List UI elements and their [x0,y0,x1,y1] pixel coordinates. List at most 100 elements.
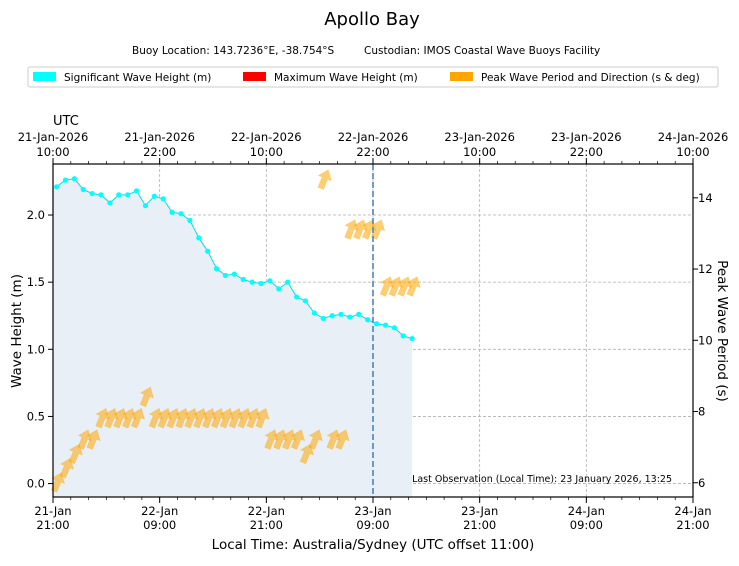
bottom-tick-date: 24-Jan [674,504,711,518]
peak-period-arrows [50,169,421,493]
wave-height-point [249,279,255,285]
wave-height-point [311,310,317,316]
bottom-tick-date: 21-Jan [34,504,71,518]
legend-swatch-tp [450,72,473,81]
left-axis: 0.0 0.5 1.0 1.5 2.0 [27,208,53,491]
top-tick-time: 10:00 [250,145,283,159]
y-tick-label: 1.5 [27,275,45,289]
peak-period-arrow [130,408,146,429]
last-observation-note: Last Observation (Local Time): 23 Januar… [412,474,672,485]
wave-height-point [142,203,149,209]
y-tick-label: 0.0 [27,477,45,491]
wave-height-point [285,279,291,285]
top-tick-date: 21-Jan-2026 [124,130,195,144]
legend: Significant Wave Height (m) Maximum Wave… [27,66,719,88]
wave-height-point [80,186,86,193]
wave-height-point [160,196,166,202]
peak-period-arrow [406,276,421,297]
peak-period-arrow [370,219,386,240]
y-axis-label: Wave Height (m) [9,274,25,388]
wave-height-point [267,278,273,284]
wave-height-point [409,335,415,342]
peak-period-arrow [299,443,314,465]
wave-height-point [276,286,282,292]
y2-tick-label: 12 [698,262,713,276]
peak-period-arrow [335,429,350,450]
top-tick-date: 23-Jan-2026 [551,130,622,144]
wave-height-point [231,271,237,277]
bottom-tick-date: 23-Jan [354,504,391,518]
wave-height-point [98,192,104,198]
y2-tick-label: 14 [698,191,713,205]
peak-period-arrow [59,457,74,479]
top-tick-date: 23-Jan-2026 [444,130,515,144]
peak-period-arrow [68,443,83,465]
peak-period-arrow [50,472,66,493]
bottom-tick-time: 21:00 [676,518,709,532]
peak-period-arrow [290,429,306,450]
wave-height-point [373,321,380,327]
wave-height-point [178,211,184,217]
y-tick-label: 2.0 [27,208,45,222]
wave-height-point [400,333,406,339]
utc-label: UTC [53,114,79,129]
legend-frame [27,66,719,88]
bottom-tick-time: 09:00 [143,518,176,532]
top-tick-date: 21-Jan-2026 [18,130,89,144]
wave-height-point [320,315,326,322]
top-tick-time: 10:00 [463,145,496,159]
wave-height-point [116,192,122,198]
peak-period-arrow [255,408,270,429]
legend-label-tp: Peak Wave Period and Direction (s & deg) [481,72,700,84]
wave-height-point [329,313,335,319]
top-tick-time: 22:00 [143,145,176,159]
bottom-tick-date: 24-Jan [568,504,605,518]
top-tick-time: 10:00 [36,145,69,159]
wave-height-point [382,322,389,328]
bottom-axis: 21-Jan21:0022-Jan09:0022-Jan21:0023-Jan0… [34,497,712,532]
wave-height-point [205,248,211,254]
legend-swatch-hmax [243,72,266,81]
wave-height-point [240,276,246,283]
wave-height-point [71,176,77,182]
top-tick-date: 24-Jan-2026 [658,130,729,144]
wave-height-point [356,311,362,317]
wave-height-point [365,317,371,323]
wave-height-point [293,294,300,300]
peak-period-arrow [317,169,332,190]
wave-height-point [302,298,309,304]
legend-swatch-hs [33,72,56,81]
top-tick-date: 22-Jan-2026 [338,130,409,144]
bottom-tick-time: 21:00 [250,518,283,532]
wave-height-point [53,184,60,190]
bottom-tick-date: 23-Jan [461,504,498,518]
custodian: Custodian: IMOS Coastal Wave Buoys Facil… [364,45,600,57]
top-tick-time: 22:00 [570,145,603,159]
wave-height-point [89,190,95,197]
top-tick-date: 22-Jan-2026 [231,130,302,144]
wave-height-point [107,200,113,206]
wave-height-point [258,280,264,287]
wave-height-point [222,272,229,279]
bottom-tick-date: 22-Jan [248,504,285,518]
y2-tick-label: 10 [698,333,713,347]
wave-height-point [125,192,131,198]
peak-period-arrow [139,386,154,408]
wave-height-point [213,266,220,272]
wave-height-point [133,188,140,194]
y-tick-label: 0.5 [27,409,45,423]
wave-height-point [338,311,344,317]
buoy-location: Buoy Location: 143.7236°E, -38.754°S [132,45,335,57]
wave-height-point [151,193,157,199]
wave-height-points [53,176,415,342]
legend-label-hs: Significant Wave Height (m) [64,72,211,84]
wave-height-point [347,314,353,320]
legend-label-hmax: Maximum Wave Height (m) [274,72,418,84]
peak-period-arrow [308,429,323,450]
peak-period-arrow [86,429,101,450]
top-axis: 21-Jan-202610:0021-Jan-202622:0022-Jan-2… [18,130,729,164]
wave-height-point [62,177,69,183]
top-tick-time: 22:00 [356,145,389,159]
wave-height-point [391,325,397,331]
